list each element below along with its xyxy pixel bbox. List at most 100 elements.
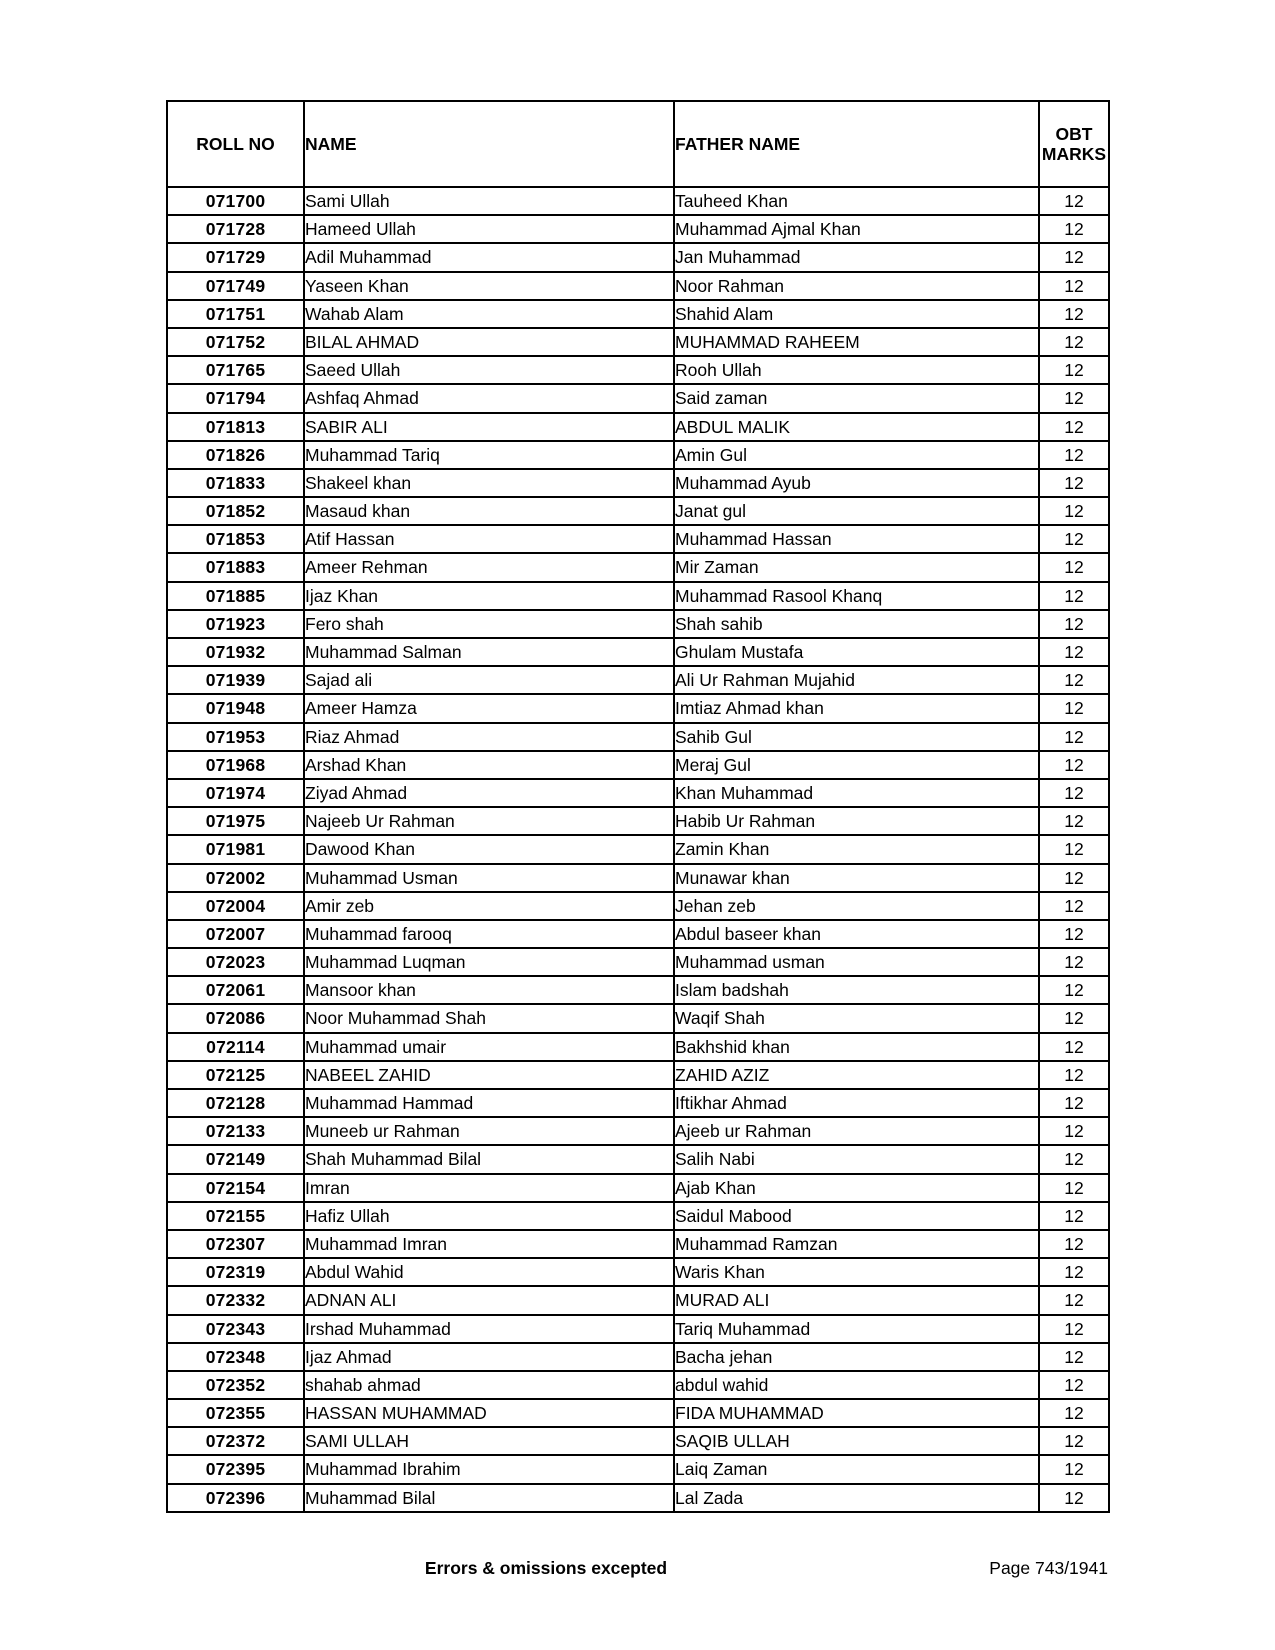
cell-name: Ameer Rehman: [303, 552, 675, 583]
cell-roll-no: 071852: [166, 496, 305, 527]
cell-obt-marks: 12: [1038, 1398, 1110, 1429]
cell-name: Muneeb ur Rahman: [303, 1116, 675, 1147]
table-row: 071700 Sami Ullah Tauheed Khan 12: [166, 185, 1110, 217]
cell-father-name: Janat gul: [673, 496, 1040, 527]
cell-father-name: Sahib Gul: [673, 721, 1040, 752]
table-body: 071700 Sami Ullah Tauheed Khan 12 071728 Hame…: [166, 185, 1110, 1513]
cell-roll-no: 072348: [166, 1341, 305, 1372]
cell-obt-marks: 12: [1038, 552, 1110, 583]
cell-roll-no: 071728: [166, 214, 305, 245]
cell-obt-marks: 12: [1038, 777, 1110, 809]
cell-name: Shakeel khan: [303, 467, 675, 499]
cell-name: HASSAN MUHAMMAD: [303, 1398, 675, 1429]
cell-father-name: Said zaman: [673, 383, 1040, 414]
cell-name: Muhammad Ibrahim: [303, 1454, 675, 1485]
table-row: 072319 Abdul Wahid Waris Khan 12: [166, 1257, 1110, 1288]
cell-obt-marks: 12: [1038, 298, 1110, 329]
table-row: 071752 BILAL AHMAD MUHAMMAD RAHEEM 12: [166, 326, 1110, 358]
cell-father-name: Bakhshid khan: [673, 1031, 1040, 1062]
cell-roll-no: 071813: [166, 411, 305, 442]
cell-father-name: Lal Zada: [673, 1482, 1040, 1513]
table-row: 071883 Ameer Rehman Mir Zaman 12: [166, 552, 1110, 583]
table-row: 072004 Amir zeb Jehan zeb 12: [166, 890, 1110, 921]
table-row: 071751 Wahab Alam Shahid Alam 12: [166, 298, 1110, 329]
cell-obt-marks: 12: [1038, 806, 1110, 837]
cell-roll-no: 072125: [166, 1059, 305, 1091]
cell-father-name: Laiq Zaman: [673, 1454, 1040, 1485]
cell-father-name: ZAHID AZIZ: [673, 1059, 1040, 1091]
cell-obt-marks: 12: [1038, 1116, 1110, 1147]
cell-name: SAMI ULLAH: [303, 1426, 675, 1457]
cell-name: NABEEL ZAHID: [303, 1059, 675, 1091]
cell-obt-marks: 12: [1038, 608, 1110, 640]
cell-obt-marks: 12: [1038, 1172, 1110, 1203]
cell-roll-no: 071932: [166, 636, 305, 668]
table-row: 072128 Muhammad Hammad Iftikhar Ahmad 12: [166, 1087, 1110, 1119]
table-row: 071948 Ameer Hamza Imtiaz Ahmad khan 12: [166, 693, 1110, 724]
table-header: ROLL NO NAME FATHER NAME OBT MARKS: [166, 100, 1110, 188]
table-row: 072343 Irshad Muhammad Tariq Muhammad 12: [166, 1313, 1110, 1344]
table-row: 072396 Muhammad Bilal Lal Zada 12: [166, 1482, 1110, 1513]
footer-page-number: Page 743/1941: [989, 1558, 1108, 1578]
cell-obt-marks: 12: [1038, 1341, 1110, 1372]
table-row: 072061 Mansoor khan Islam badshah 12: [166, 975, 1110, 1006]
table-row: 071749 Yaseen Khan Noor Rahman 12: [166, 270, 1110, 301]
cell-obt-marks: 12: [1038, 214, 1110, 245]
cell-father-name: Munawar khan: [673, 862, 1040, 893]
cell-name: Muhammad umair: [303, 1031, 675, 1062]
table-row: 072307 Muhammad Imran Muhammad Ramzan 12: [166, 1228, 1110, 1260]
cell-obt-marks: 12: [1038, 355, 1110, 386]
cell-father-name: Abdul baseer khan: [673, 918, 1040, 950]
cell-obt-marks: 12: [1038, 1144, 1110, 1175]
cell-father-name: Muhammad Rasool Khanq: [673, 580, 1040, 611]
cell-roll-no: 072086: [166, 1003, 305, 1034]
cell-obt-marks: 12: [1038, 721, 1110, 752]
cell-roll-no: 072343: [166, 1313, 305, 1344]
cell-roll-no: 072023: [166, 947, 305, 978]
cell-roll-no: 071833: [166, 467, 305, 499]
column-header-obt-marks-line2: MARKS: [1041, 144, 1107, 164]
cell-obt-marks: 12: [1038, 524, 1110, 555]
table-row: 071794 Ashfaq Ahmad Said zaman 12: [166, 383, 1110, 414]
table-row: 071953 Riaz Ahmad Sahib Gul 12: [166, 721, 1110, 752]
table-row: 072355 HASSAN MUHAMMAD FIDA MUHAMMAD 12: [166, 1398, 1110, 1429]
cell-roll-no: 072133: [166, 1116, 305, 1147]
cell-name: Irshad Muhammad: [303, 1313, 675, 1344]
cell-obt-marks: 12: [1038, 665, 1110, 696]
table-row: 072352 shahab ahmad abdul wahid 12: [166, 1369, 1110, 1401]
table-header-row: ROLL NO NAME FATHER NAME OBT MARKS: [166, 100, 1110, 188]
cell-father-name: Jan Muhammad: [673, 242, 1040, 273]
cell-roll-no: 071700: [166, 185, 305, 217]
cell-obt-marks: 12: [1038, 1059, 1110, 1091]
cell-roll-no: 072155: [166, 1200, 305, 1231]
cell-name: Ijaz Ahmad: [303, 1341, 675, 1372]
cell-obt-marks: 12: [1038, 947, 1110, 978]
cell-name: Saeed Ullah: [303, 355, 675, 386]
cell-name: Sami Ullah: [303, 185, 675, 217]
cell-obt-marks: 12: [1038, 242, 1110, 273]
cell-father-name: Islam badshah: [673, 975, 1040, 1006]
cell-obt-marks: 12: [1038, 439, 1110, 470]
table-row: 071853 Atif Hassan Muhammad Hassan 12: [166, 524, 1110, 555]
cell-name: Wahab Alam: [303, 298, 675, 329]
cell-obt-marks: 12: [1038, 467, 1110, 499]
cell-name: Muhammad Hammad: [303, 1087, 675, 1119]
cell-roll-no: 072004: [166, 890, 305, 921]
cell-father-name: MUHAMMAD RAHEEM: [673, 326, 1040, 358]
cell-father-name: Jehan zeb: [673, 890, 1040, 921]
cell-name: Imran: [303, 1172, 675, 1203]
table-row: 072154 Imran Ajab Khan 12: [166, 1172, 1110, 1203]
table-row: 071813 SABIR ALI ABDUL MALIK 12: [166, 411, 1110, 442]
cell-obt-marks: 12: [1038, 1031, 1110, 1062]
cell-roll-no: 071765: [166, 355, 305, 386]
cell-name: Najeeb Ur Rahman: [303, 806, 675, 837]
cell-obt-marks: 12: [1038, 383, 1110, 414]
cell-father-name: Muhammad usman: [673, 947, 1040, 978]
cell-father-name: Bacha jehan: [673, 1341, 1040, 1372]
cell-obt-marks: 12: [1038, 1200, 1110, 1231]
cell-roll-no: 072007: [166, 918, 305, 950]
cell-father-name: Ajeeb ur Rahman: [673, 1116, 1040, 1147]
cell-name: Ziyad Ahmad: [303, 777, 675, 809]
table-row: 072007 Muhammad farooq Abdul baseer khan 12: [166, 918, 1110, 950]
cell-roll-no: 072372: [166, 1426, 305, 1457]
